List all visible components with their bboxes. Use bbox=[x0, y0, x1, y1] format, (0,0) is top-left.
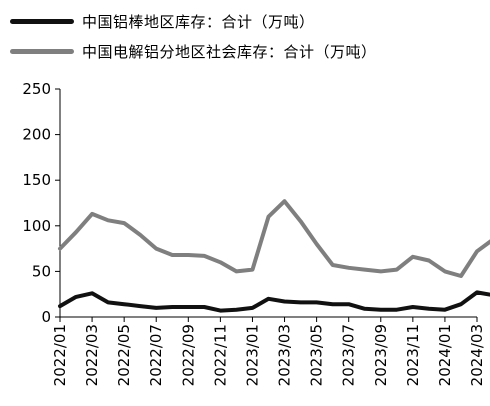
legend-item-aluminum-rod: 中国铝棒地区库存：合计（万吨） bbox=[10, 6, 377, 36]
x-tick-label: 2023/09 bbox=[372, 324, 390, 386]
legend-swatch-aluminum-rod bbox=[10, 18, 74, 24]
legend-swatch-electrolytic-aluminum bbox=[10, 48, 74, 54]
y-tick-label: 150 bbox=[22, 171, 51, 189]
x-tick-label: 2022/03 bbox=[83, 324, 101, 386]
x-tick-label: 2024/03 bbox=[468, 324, 486, 386]
y-tick-label: 250 bbox=[22, 80, 51, 98]
x-tick-label: 2022/07 bbox=[147, 324, 165, 386]
x-tick-label: 2022/01 bbox=[51, 324, 69, 386]
x-tick-label: 2023/11 bbox=[404, 324, 422, 386]
legend-label-electrolytic-aluminum: 中国电解铝分地区社会库存：合计（万吨） bbox=[82, 42, 377, 61]
x-tick-label: 2023/07 bbox=[340, 324, 358, 386]
y-tick-label: 0 bbox=[41, 308, 51, 326]
legend-label-aluminum-rod: 中国铝棒地区库存：合计（万吨） bbox=[82, 12, 315, 31]
legend-item-electrolytic-aluminum: 中国电解铝分地区社会库存：合计（万吨） bbox=[10, 36, 377, 66]
x-tick-label: 2023/05 bbox=[308, 324, 326, 386]
y-tick-label: 50 bbox=[32, 262, 51, 280]
series-line-aluminum-rod bbox=[58, 290, 490, 313]
series-line-electrolytic-aluminum bbox=[58, 199, 490, 278]
x-tick-label: 2022/05 bbox=[115, 324, 133, 386]
chart-legend: 中国铝棒地区库存：合计（万吨） 中国电解铝分地区社会库存：合计（万吨） bbox=[10, 6, 377, 66]
y-tick-label: 200 bbox=[22, 126, 51, 144]
x-tick-label: 2022/11 bbox=[211, 324, 229, 386]
x-tick-label: 2022/09 bbox=[179, 324, 197, 386]
x-tick-label: 2023/01 bbox=[243, 324, 261, 386]
y-tick-label: 100 bbox=[22, 217, 51, 235]
x-tick-label: 2023/03 bbox=[276, 324, 294, 386]
x-tick-label: 2024/01 bbox=[436, 324, 454, 386]
